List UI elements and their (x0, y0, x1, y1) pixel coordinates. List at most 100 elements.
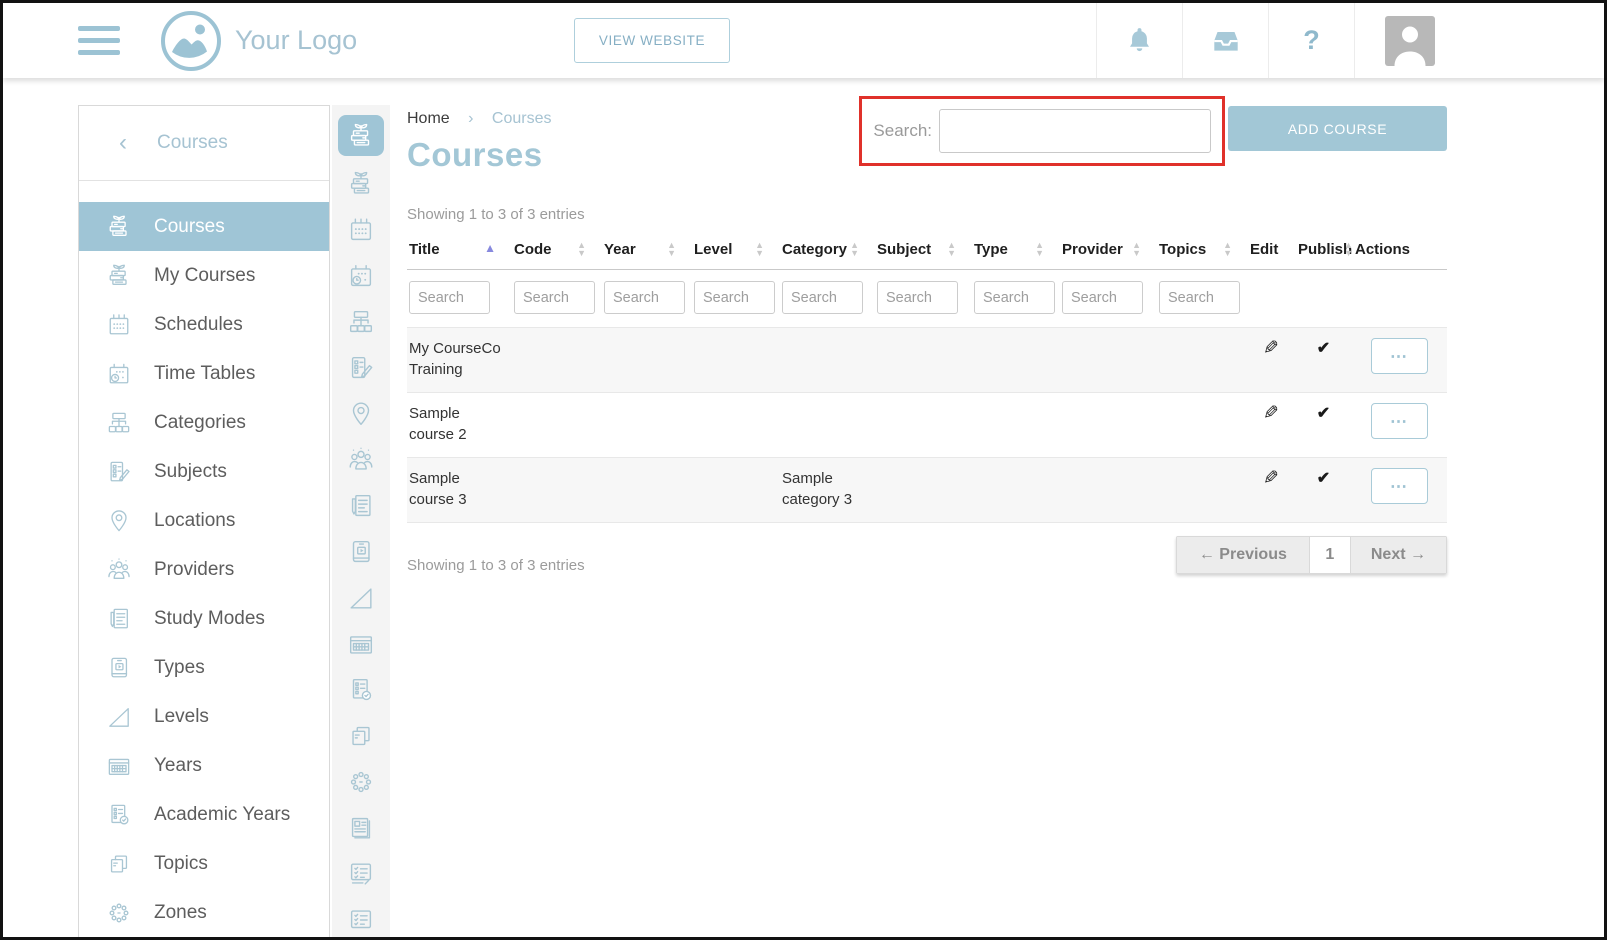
logo-mark-icon (161, 10, 221, 71)
rail-time-tables-icon[interactable] (346, 253, 376, 299)
filter-provider-input[interactable] (1062, 281, 1143, 314)
topbar-actions: ? (1096, 3, 1604, 78)
next-page-button[interactable]: Next → (1349, 536, 1447, 574)
column-header-code[interactable]: Code ▲ ▼ (512, 232, 602, 270)
cell-title: Sample course 3 (407, 457, 512, 523)
rail-zones-icon[interactable] (346, 759, 376, 805)
rail-checklist-pencil-icon[interactable] (346, 851, 376, 897)
publish-check-icon[interactable]: ✔ (1316, 470, 1331, 487)
rail-study-modes-icon[interactable] (346, 483, 376, 529)
cell-category: Sample category 3 (780, 457, 875, 523)
view-website-button[interactable]: VIEW WEBSITE (574, 18, 730, 63)
column-header-year[interactable]: Year ▲ ▼ (602, 232, 692, 270)
filter-level-input[interactable] (694, 281, 775, 314)
sidebar: ‹ Courses Courses My Courses Schedules T… (78, 105, 330, 937)
row-actions-button[interactable]: ⋯ (1370, 403, 1428, 439)
sidebar-item-providers[interactable]: Providers (79, 545, 329, 594)
sidebar-item-types[interactable]: Types (79, 643, 329, 692)
global-search-input[interactable] (939, 109, 1211, 153)
sidebar-item-academic-years[interactable]: Academic Years (79, 790, 329, 839)
column-header-category[interactable]: Category ▲ ▼ (780, 232, 875, 270)
cell-title: Sample course 2 (407, 392, 512, 458)
page-number-button[interactable]: 1 (1309, 536, 1350, 574)
sort-icons: ▲ ▼ (850, 240, 859, 258)
publish-check-icon[interactable]: ✔ (1316, 340, 1331, 357)
user-menu[interactable] (1354, 3, 1604, 78)
rail-categories-icon[interactable] (346, 299, 376, 345)
sidebar-item-topics[interactable]: Topics (79, 839, 329, 888)
table-row: Sample course 2 ✎ ✔ ⋯ (407, 392, 1447, 458)
column-header-publish[interactable]: Publish ▲ ▼ (1296, 232, 1353, 270)
add-course-button[interactable]: ADD COURSE (1228, 106, 1447, 151)
sidebar-item-years[interactable]: Years (79, 741, 329, 790)
sidebar-item-categories[interactable]: Categories (79, 398, 329, 447)
column-header-topics[interactable]: Topics ▲ ▼ (1157, 232, 1248, 270)
filter-topics-input[interactable] (1159, 281, 1240, 314)
sidebar-nav: Courses My Courses Schedules Time Tables… (79, 202, 329, 937)
rail-news-stack-icon[interactable] (346, 805, 376, 851)
publish-check-icon[interactable]: ✔ (1316, 405, 1331, 422)
my-courses-icon (105, 262, 133, 290)
filter-title-input[interactable] (409, 281, 490, 314)
edit-pencil-icon[interactable]: ✎ (1263, 468, 1279, 489)
filter-year-input[interactable] (604, 281, 685, 314)
column-header-level[interactable]: Level ▲ ▼ (692, 232, 780, 270)
courses-icon (105, 213, 133, 241)
breadcrumb-home-link[interactable]: Home (407, 110, 450, 127)
filter-code-input[interactable] (514, 281, 595, 314)
rail-schedules-icon[interactable] (346, 207, 376, 253)
column-header-subject[interactable]: Subject ▲ ▼ (875, 232, 972, 270)
inbox-button[interactable] (1182, 3, 1268, 78)
row-actions-button[interactable]: ⋯ (1370, 468, 1428, 504)
topics-icon (105, 850, 133, 878)
sidebar-item-courses[interactable]: Courses (79, 202, 329, 251)
edit-pencil-icon[interactable]: ✎ (1263, 403, 1279, 424)
previous-page-button[interactable]: ← Previous (1175, 536, 1310, 574)
hamburger-menu-icon[interactable] (78, 19, 120, 62)
column-filter-row (407, 270, 1447, 328)
table-row: My CourseCo Training ✎ ✔ ⋯ (407, 327, 1447, 393)
row-actions-button[interactable]: ⋯ (1370, 338, 1428, 374)
notifications-button[interactable] (1096, 3, 1182, 78)
edit-pencil-icon[interactable]: ✎ (1263, 338, 1279, 359)
collapse-sidebar-icon[interactable]: ‹ (119, 129, 127, 156)
rail-academic-years-icon[interactable] (346, 667, 376, 713)
rail-topics-icon[interactable] (346, 713, 376, 759)
rail-levels-icon[interactable] (346, 575, 376, 621)
column-header-edit: Edit (1248, 232, 1296, 270)
filter-category-input[interactable] (782, 281, 863, 314)
column-header-type[interactable]: Type ▲ ▼ (972, 232, 1060, 270)
sidebar-item-subjects[interactable]: Subjects (79, 447, 329, 496)
help-button[interactable]: ? (1268, 3, 1354, 78)
avatar (1385, 15, 1435, 66)
logo[interactable]: Your Logo (160, 10, 357, 72)
column-header-provider[interactable]: Provider ▲ ▼ (1060, 232, 1157, 270)
sort-icons: ▲ ▼ (667, 240, 676, 258)
locations-icon (105, 507, 133, 535)
entries-info-top: Showing 1 to 3 of 3 entries (407, 206, 585, 223)
rail-providers-icon[interactable] (346, 437, 376, 483)
sort-icons: ▲ ▼ (947, 240, 956, 258)
entries-info-bottom: Showing 1 to 3 of 3 entries (407, 557, 585, 574)
sidebar-item-time-tables[interactable]: Time Tables (79, 349, 329, 398)
sort-asc-icon: ▲ (484, 241, 496, 255)
sidebar-item-zones[interactable]: Zones (79, 888, 329, 937)
sidebar-item-my-courses[interactable]: My Courses (79, 251, 329, 300)
rail-courses-icon[interactable] (338, 115, 384, 156)
sidebar-item-schedules[interactable]: Schedules (79, 300, 329, 349)
rail-locations-icon[interactable] (346, 391, 376, 437)
rail-types-icon[interactable] (346, 529, 376, 575)
rail-checklist-icon[interactable] (346, 897, 376, 940)
providers-icon (105, 556, 133, 584)
filter-subject-input[interactable] (877, 281, 958, 314)
rail-my-courses-icon[interactable] (346, 161, 376, 207)
sidebar-item-locations[interactable]: Locations (79, 496, 329, 545)
sidebar-item-levels[interactable]: Levels (79, 692, 329, 741)
column-header-title[interactable]: Title ▲ (407, 232, 512, 270)
sidebar-item-study-modes[interactable]: Study Modes (79, 594, 329, 643)
cell-title: My CourseCo Training (407, 327, 512, 393)
rail-subjects-icon[interactable] (346, 345, 376, 391)
filter-type-input[interactable] (974, 281, 1055, 314)
rail-years-icon[interactable] (346, 621, 376, 667)
page-title: Courses (407, 136, 543, 173)
